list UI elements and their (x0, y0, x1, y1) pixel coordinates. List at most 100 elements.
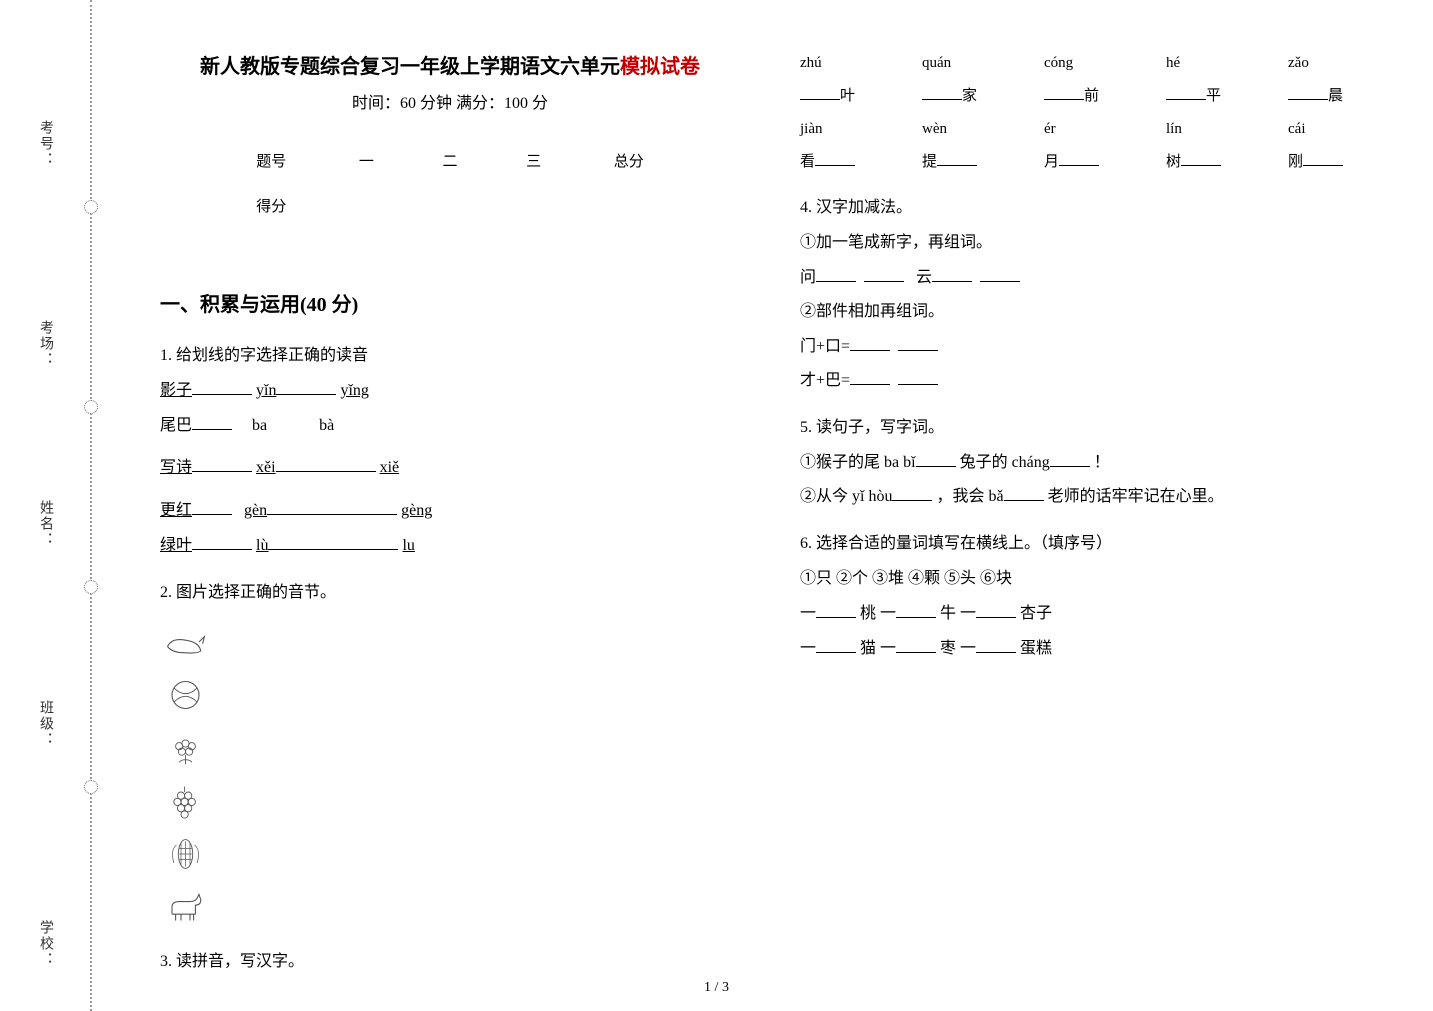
q1-word: 尾巴 (160, 417, 192, 434)
grapes-icon (160, 779, 210, 824)
q5-line1: ①猴子的尾 ba bǐ 兔子的 cháng ！ (800, 449, 1380, 478)
blank (1059, 151, 1099, 166)
score-col-label: 题号 (218, 138, 324, 183)
q4-item-char: 云 (916, 269, 932, 286)
q1-opt-b: gèng (401, 502, 432, 519)
q3-pinyin: zhú (800, 50, 892, 77)
section-1-heading: 一、积累与运用(40 分) (160, 288, 740, 317)
score-table: 题号 一 二 三 总分 得分 (218, 138, 682, 228)
page-subtitle: 时间：60 分钟 满分：100 分 (160, 89, 740, 113)
q3-pinyin: hé (1166, 50, 1258, 77)
sidebar-label-class: 班级： (35, 700, 55, 748)
blank (1181, 151, 1221, 166)
q1-row: 尾巴 ba bà (160, 412, 740, 441)
blank (922, 85, 962, 100)
blank (192, 534, 252, 550)
score-cell (324, 183, 408, 228)
blank (976, 637, 1016, 653)
score-table-header: 题号 一 二 三 总分 (218, 138, 682, 183)
q1-label: 1. 给划线的字选择正确的读音 (160, 342, 740, 371)
q3-pinyin: cóng (1044, 50, 1136, 77)
question-5: 5. 读句子，写字词。 ①猴子的尾 ba bǐ 兔子的 cháng ！ ②从今 … (800, 414, 1380, 512)
sidebar-label-school: 学校： (35, 920, 55, 968)
blank (980, 266, 1020, 282)
blank (192, 456, 252, 472)
q4-line2-item: 才+巴= (800, 367, 1380, 396)
q6-row1: 一 桃 一 牛 一 杏子 (800, 600, 1380, 629)
page-content: 新人教版专题综合复习一年级上学期语文六单元模拟试卷 时间：60 分钟 满分：10… (130, 0, 1410, 1011)
q3-char: 看 (800, 149, 892, 176)
page-title: 新人教版专题综合复习一年级上学期语文六单元模拟试卷 (160, 50, 740, 79)
blank (268, 534, 398, 550)
sidebar-labels: 考号： 考场： 姓名： 班级： 学校： (35, 0, 75, 1011)
q6-options: ①只 ②个 ③堆 ④颗 ⑤头 ⑥块 (800, 565, 1380, 594)
q5-line2: ②从今 yǐ hòu ，我会 bǎ 老师的话牢牢记在心里。 (800, 483, 1380, 512)
q3-char: 前 (1044, 83, 1136, 110)
q1-row: 更红 gèn gèng (160, 497, 740, 526)
title-red: 模拟试卷 (620, 56, 700, 78)
q3-pinyin: lín (1166, 116, 1258, 143)
blank (898, 335, 938, 351)
sidebar-binding: 考号： 考场： 姓名： 班级： 学校： (0, 0, 110, 1011)
blank (1044, 85, 1084, 100)
sidebar-label-name: 姓名： (35, 500, 55, 548)
score-row-label: 得分 (218, 183, 324, 228)
blank (1166, 85, 1206, 100)
ball-icon (160, 673, 210, 718)
q1-word: 更红 (160, 502, 192, 519)
blank (267, 499, 397, 515)
q1-row: 写诗 xěi xiě (160, 454, 740, 483)
q2-icons (160, 620, 740, 930)
q3-char: 家 (922, 83, 1014, 110)
q2-label: 2. 图片选择正确的音节。 (160, 579, 740, 608)
blank (815, 151, 855, 166)
blank (932, 266, 972, 282)
blank (864, 266, 904, 282)
flower-icon (160, 726, 210, 771)
blank (276, 379, 336, 395)
blank (898, 369, 938, 385)
q1-opt-b: bà (319, 417, 334, 434)
blank (1288, 85, 1328, 100)
score-col-total: 总分 (576, 138, 683, 183)
q1-opt-a: yǐn (256, 382, 276, 399)
q4-sub2: ②部件相加再组词。 (800, 298, 1380, 327)
whale-icon (160, 620, 210, 665)
q4-line2-item: 门+口= (800, 333, 1380, 362)
q1-opt-a: lù (256, 537, 268, 554)
q1-opt-b: xiě (380, 459, 400, 476)
blank (896, 602, 936, 618)
corn-icon (160, 832, 210, 877)
q6-row2: 一 猫 一 枣 一 蛋糕 (800, 635, 1380, 664)
q3-char: 晨 (1288, 83, 1380, 110)
q4-expr: 门+口= (800, 338, 850, 355)
q3-char: 平 (1166, 83, 1258, 110)
q6-label: 6. 选择合适的量词填写在横线上。（填序号） (800, 530, 1380, 559)
cut-circle-icon (84, 780, 98, 794)
cut-circle-icon (84, 200, 98, 214)
q4-item-char: 问 (800, 269, 816, 286)
q3-char: 月 (1044, 149, 1136, 176)
blank (816, 602, 856, 618)
title-prefix: 新人教版专题综合复习一年级上学期语文六单元 (200, 56, 620, 78)
q3-pinyin: ér (1044, 116, 1136, 143)
q3-pinyin: wèn (922, 116, 1014, 143)
q1-word: 绿叶 (160, 537, 192, 554)
cut-circle-icon (84, 400, 98, 414)
cut-circle-icon (84, 580, 98, 594)
blank (276, 456, 376, 472)
q1-opt-a: ba (252, 417, 267, 434)
blank (816, 266, 856, 282)
q4-sub1: ①加一笔成新字，再组词。 (800, 229, 1380, 258)
q3-pinyin: cái (1288, 116, 1380, 143)
q1-word: 影子 (160, 382, 192, 399)
blank (892, 485, 932, 501)
q3-char: 树 (1166, 149, 1258, 176)
blank (816, 637, 856, 653)
q3-char: 叶 (800, 83, 892, 110)
q3-pinyin: jiàn (800, 116, 892, 143)
blank (937, 151, 977, 166)
cut-line (90, 0, 92, 1011)
score-col-2: 二 (408, 138, 492, 183)
blank (976, 602, 1016, 618)
